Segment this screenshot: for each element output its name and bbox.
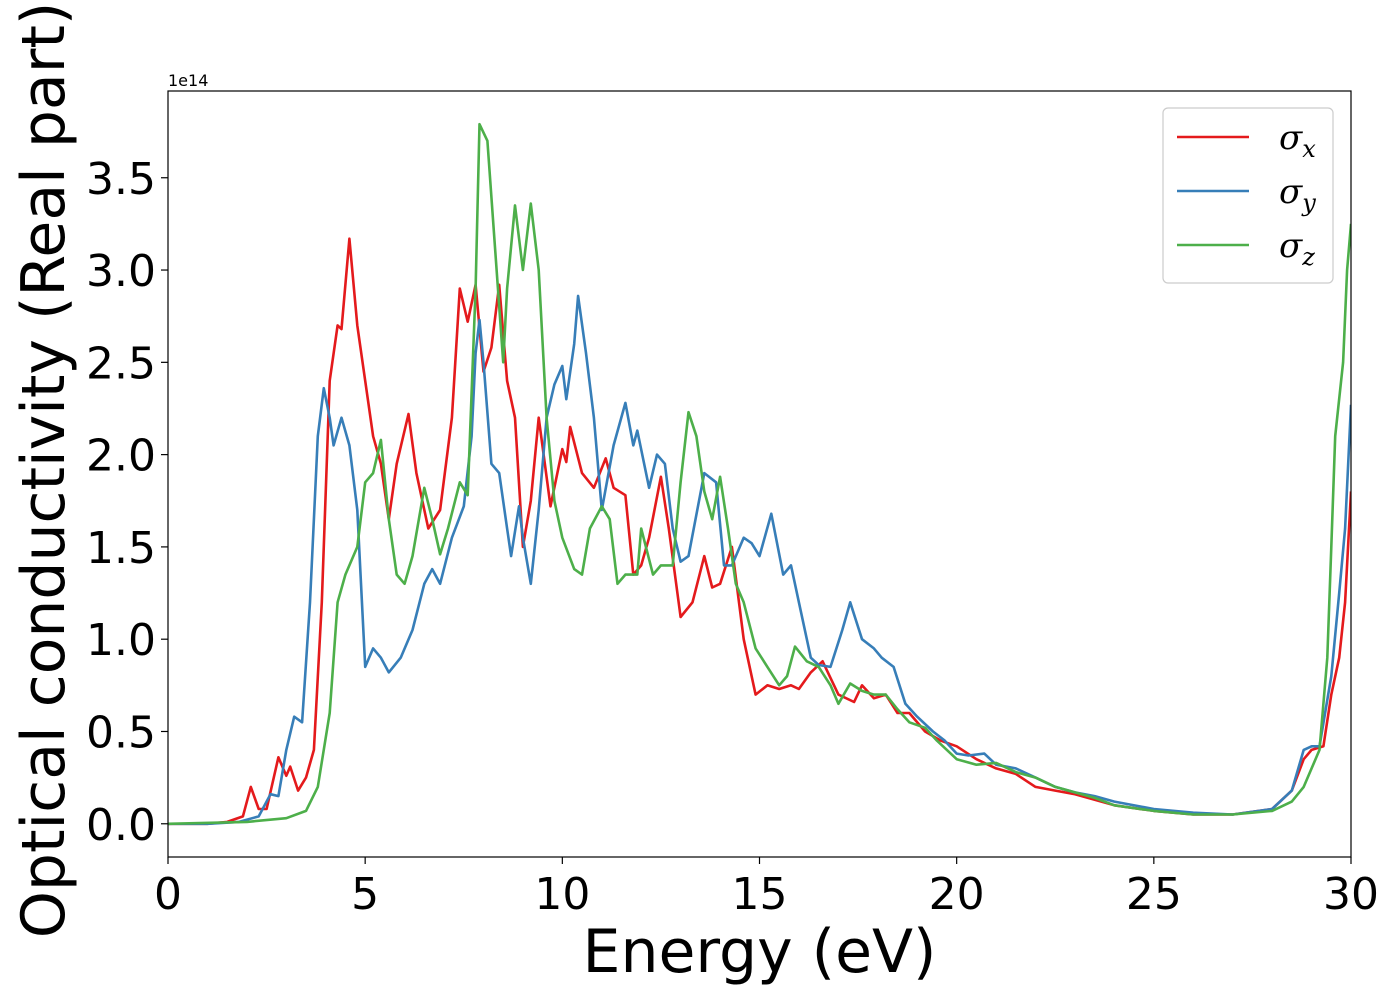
x-tick-label: 10 [534,869,590,920]
legend-label-x: σx [1279,118,1316,163]
y-tick-label: 3.0 [86,246,156,297]
y-tick-label: 0.5 [86,707,156,758]
legend-label-z: σz [1279,226,1315,271]
y-tick-label: 2.0 [86,431,156,482]
legend: σx σy σz [1162,107,1334,284]
y-scale-label: 1e14 [168,71,208,90]
legend-label-y: σy [1279,172,1316,217]
x-tick-label: 20 [929,869,985,920]
x-axis: 0 5 10 15 20 25 30 [154,857,1379,920]
x-tick-label: 0 [154,869,182,920]
y-tick-label: 1.0 [86,615,156,666]
x-tick-label: 5 [351,869,379,920]
x-tick-label: 25 [1126,869,1182,920]
y-tick-label: 0.0 [86,800,156,851]
y-axis: 0.0 0.5 1.0 1.5 2.0 2.5 3.0 3.5 [86,154,168,851]
y-tick-label: 3.5 [86,154,156,205]
series-line-y [168,294,1351,826]
x-tick-label: 15 [732,869,788,920]
y-tick-label: 1.5 [86,523,156,574]
x-axis-label: Energy (eV) [583,917,937,987]
x-tick-label: 30 [1323,869,1379,920]
series-group [168,122,1351,826]
y-axis-label: Optical conductivity (Real part) [9,2,79,939]
series-line-z [168,122,1351,826]
y-tick-label: 2.5 [86,338,156,389]
series-line-x [168,237,1351,826]
legend-box [1162,107,1334,284]
